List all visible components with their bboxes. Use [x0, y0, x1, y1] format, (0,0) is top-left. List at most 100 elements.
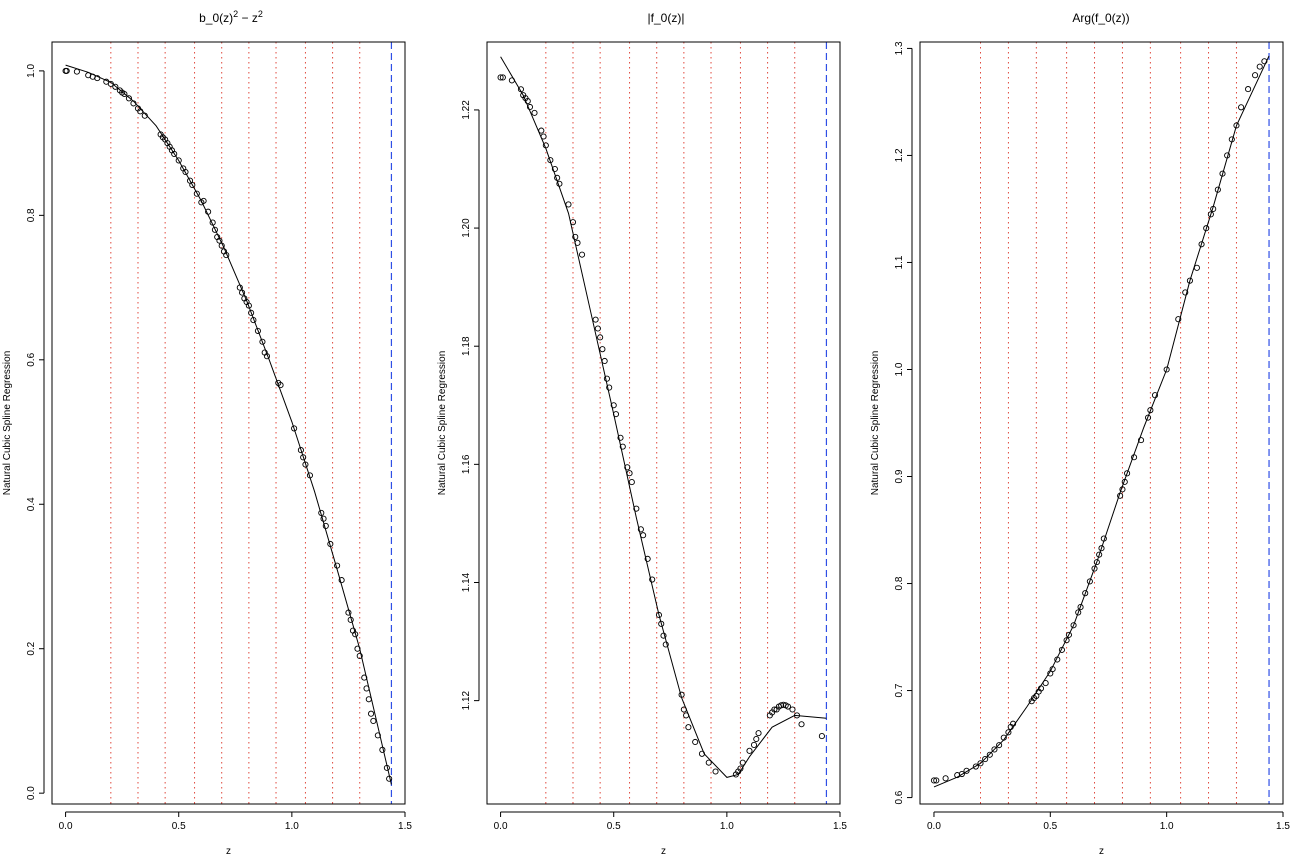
y-tick-label: 1.0 [894, 362, 905, 376]
data-point-36 [633, 505, 640, 512]
y-tick-label: 1.1 [894, 255, 905, 269]
data-point-37 [1098, 545, 1105, 552]
y-tick-label: 1.14 [461, 572, 472, 592]
data-point-70 [356, 652, 363, 659]
data-point-38 [640, 532, 647, 539]
data-point-35 [628, 479, 635, 486]
data-point-29 [610, 402, 617, 409]
data-point-25 [175, 157, 182, 164]
data-point-73 [818, 733, 825, 740]
data-point-4 [517, 86, 524, 93]
data-point-6 [94, 75, 101, 82]
y-tick-label: 0.8 [26, 208, 37, 222]
data-point-28 [606, 384, 613, 391]
data-point-29 [1070, 622, 1077, 629]
data-point-50 [1182, 289, 1189, 296]
data-point-23 [594, 325, 601, 332]
fit-curve [500, 56, 827, 778]
data-point-29 [189, 181, 196, 189]
data-point-59 [318, 509, 325, 516]
data-point-7 [524, 98, 531, 105]
y-tick-label: 1.12 [461, 690, 472, 710]
data-point-9 [112, 83, 119, 90]
y-tick-label: 0.6 [894, 790, 905, 804]
data-point-30 [193, 190, 200, 197]
data-point-47 [683, 712, 690, 719]
y-tick-label: 0.2 [26, 641, 37, 655]
data-point-63 [1245, 86, 1252, 93]
data-point-49 [692, 738, 699, 746]
y-tick-label: 1.2 [894, 148, 905, 162]
data-point-60 [755, 730, 762, 737]
y-tick-label: 0.7 [894, 683, 905, 697]
x-tick-label: 1.0 [1160, 821, 1174, 832]
y-tick-label: 1.18 [461, 336, 472, 356]
data-point-51 [705, 759, 712, 766]
plot-frame [486, 41, 841, 805]
data-point-16 [1010, 720, 1017, 727]
y-tick-label: 0.4 [26, 497, 37, 511]
data-point-17 [141, 112, 148, 119]
title-text: b_0(z) [199, 11, 233, 25]
data-point-34 [626, 470, 633, 477]
data-point-39 [1117, 492, 1124, 499]
data-point-40 [649, 576, 656, 583]
y-tick-label: 1.16 [461, 454, 472, 474]
data-point-30 [612, 411, 620, 418]
data-point-78 [383, 764, 390, 771]
data-point-14 [130, 100, 137, 107]
data-point-71 [793, 712, 801, 719]
data-point-33 [1086, 578, 1093, 585]
data-point-21 [578, 251, 586, 258]
data-point-8 [107, 80, 114, 87]
data-point-38 [218, 242, 225, 249]
data-point-37 [216, 237, 223, 244]
data-point-44 [1138, 437, 1145, 444]
data-point-42 [239, 289, 246, 296]
data-point-79 [386, 775, 393, 782]
data-point-17 [565, 201, 572, 208]
data-point-54 [1203, 225, 1210, 232]
data-point-69 [784, 703, 792, 710]
y-tick-label: 0.8 [894, 576, 905, 590]
data-point-3 [73, 68, 80, 75]
data-point-76 [374, 732, 381, 739]
data-point-36 [1096, 551, 1103, 558]
data-point-48 [254, 327, 261, 334]
data-point-54 [291, 425, 298, 432]
data-point-46 [248, 309, 255, 316]
x-axis-label: z [1099, 846, 1104, 857]
data-point-59 [753, 735, 760, 743]
data-point-2 [933, 777, 940, 784]
y-tick-label: 0.9 [894, 469, 905, 483]
data-point-40 [223, 252, 230, 259]
data-point-14 [1005, 729, 1012, 736]
data-point-33 [205, 208, 212, 215]
data-point-52 [712, 768, 719, 775]
y-tick-label: 1.20 [461, 218, 472, 238]
data-point-50 [698, 750, 706, 757]
data-point-47 [250, 317, 257, 324]
data-point-53 [277, 382, 284, 389]
data-point-68 [352, 631, 359, 638]
plot-frame [919, 41, 1284, 805]
plot-frame [51, 41, 406, 805]
data-point-46 [1147, 407, 1154, 414]
data-point-22 [592, 316, 599, 323]
data-point-70 [789, 706, 796, 713]
data-point-51 [263, 353, 271, 360]
data-point-51 [1186, 277, 1193, 284]
data-point-63 [771, 706, 778, 713]
data-point-65 [345, 609, 352, 616]
data-point-48 [1163, 366, 1170, 373]
chart-title: |f_0(z)| [648, 11, 685, 25]
y-axis-label: Natural Cubic Spline Regression [870, 351, 881, 496]
data-point-5 [958, 770, 965, 778]
data-point-21 [1037, 685, 1045, 692]
data-point-72 [363, 685, 370, 692]
data-point-10 [538, 127, 545, 134]
y-axis-label: Natural Cubic Spline Regression [2, 351, 13, 496]
data-point-35 [1093, 559, 1100, 566]
data-point-13 [125, 95, 132, 102]
data-point-57 [302, 461, 309, 468]
